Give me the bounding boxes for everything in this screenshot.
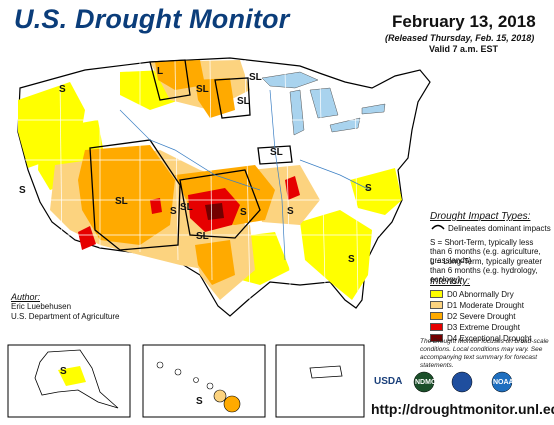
legend-label-d1: D1 Moderate Drought [447,300,524,310]
map-label-s: S [59,84,66,95]
map-label-sl: SL [237,96,250,107]
legend-item-d3: D3 Extreme Drought [430,322,520,332]
valid-time: Valid 7 a.m. EST [429,44,499,54]
d3-nm [150,198,162,214]
map-label-sl: SL [115,196,128,207]
author-label: Author: [11,292,41,302]
map-label-s: S [60,366,67,377]
map-label-s: S [196,396,203,407]
legend-label-d0: D0 Abnormally Dry [447,289,514,299]
noaa-logo-text: NOAA [493,379,514,386]
d2-north-dakota [155,60,205,90]
delineation-symbol [431,224,445,230]
legend-item-d0: D0 Abnormally Dry [430,289,514,299]
swatch-d1 [430,301,443,309]
short-term-text: S = Short-Term, typically less than 6 mo… [430,238,541,265]
puerto-rico-shape [309,365,343,379]
usda-logo-text: USDA [374,376,403,387]
d2-minnesota [195,78,235,118]
d4-oklahoma [205,203,224,220]
legend-label-d3: D3 Extreme Drought [447,322,520,332]
drought-monitor-link[interactable]: http://droughtmonitor.unl.edu/ [371,401,554,417]
legend-item-d4: D4 Exceptional Drought [430,333,532,343]
lake-ontario [361,103,386,115]
rivers [119,89,371,261]
delineates-text: Delineates dominant impacts [448,224,551,233]
d3-missouri [285,176,300,200]
noaa-logo [491,371,513,393]
page-title: U.S. Drought Monitor [14,4,290,34]
alaska-d0 [58,366,86,386]
map-label-s: S [287,206,294,217]
map-label-s: S [170,206,177,217]
legend-item-d1: D1 Moderate Drought [430,300,524,310]
map-label-s: S [365,183,372,194]
swatch-d0 [430,290,443,298]
map-label-s: S [19,185,26,196]
swatch-d3 [430,323,443,331]
d2-southwest [78,145,175,245]
ndmc-logo [413,371,435,393]
d3-arizona [78,226,96,250]
legend-label-d4: D4 Exceptional Drought [447,333,532,343]
map-label-sl: SL [180,202,193,213]
map-label-s: S [348,254,355,265]
d2-texas-west [195,240,235,285]
author-block: Author: Eric Luebehusen U.S. Department … [11,292,120,322]
d0-east [350,168,402,215]
lake-michigan [289,89,305,136]
map-label-l: L [157,66,164,77]
doc-logo [451,371,473,393]
author-org: U.S. Department of Agriculture [11,312,120,321]
swatch-d2 [430,312,443,320]
author-name: Eric Luebehusen [11,302,72,311]
long-term-text: L = Long-Term, typically greater than 6 … [430,257,542,284]
lake-huron [309,87,339,119]
map-date: February 13, 2018 [392,12,536,31]
map-label-sl: SL [196,231,209,242]
map-label-sl: SL [249,72,262,83]
disclaimer-note: The Drought Monitor focuses on broad-sca… [420,338,549,369]
impact-types-title: Drought Impact Types: [430,211,531,222]
swatch-d4 [430,334,443,342]
map-label-sl: SL [196,84,209,95]
map-label-s: S [240,207,247,218]
intensity-title: Intensity: [430,276,471,287]
ndmc-logo-text: NDMC [415,379,436,386]
map-label-sl: SL [270,147,283,158]
legend-item-d2: D2 Severe Drought [430,311,515,321]
hawaii-islands [156,361,241,413]
legend-label-d2: D2 Severe Drought [447,311,516,321]
lake-superior [261,71,319,89]
released-date: (Released Thursday, Feb. 15, 2018) [385,33,535,43]
state-lines [18,59,410,301]
puerto-rico-inset [275,344,365,418]
hawaii-inset [142,344,266,418]
usda-logo [372,373,400,389]
d0-southeast [300,210,372,300]
